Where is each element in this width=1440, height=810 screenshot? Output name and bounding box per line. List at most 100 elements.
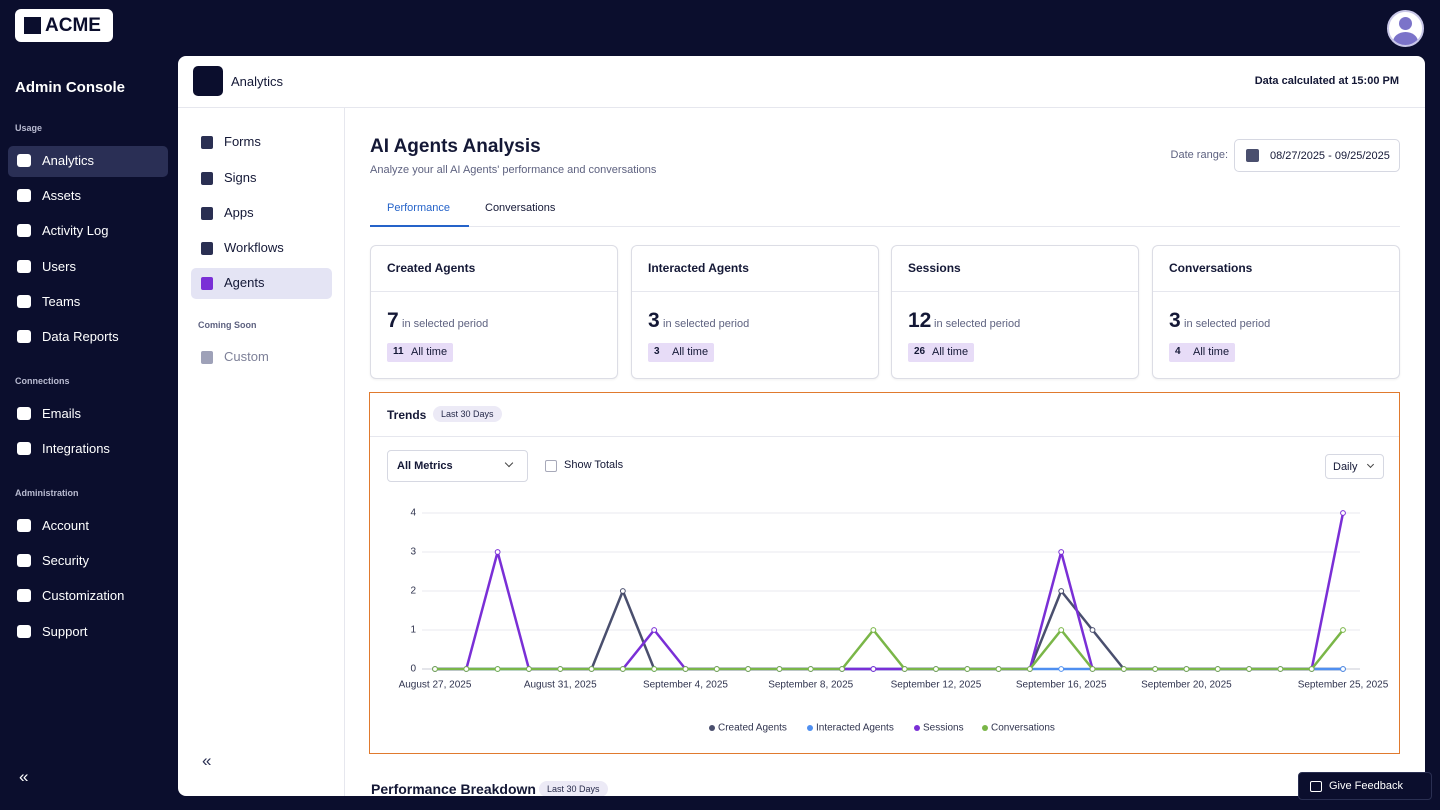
nav-icon	[17, 330, 31, 343]
nav-item[interactable]: Security	[42, 553, 89, 569]
page-title: AI Agents Analysis	[370, 136, 541, 157]
data-point	[1058, 666, 1065, 672]
trends-chart: 0 1 2 3 4 August 27, 2025 August 31, 2025 Septe…	[399, 508, 1389, 734]
nav-icon	[17, 259, 31, 273]
card-badge: All time	[648, 343, 715, 362]
metric-select-value: All Metrics	[397, 460, 453, 472]
legend-swatch	[982, 725, 988, 731]
data-point	[651, 666, 658, 672]
data-point	[619, 588, 626, 594]
subnav-item[interactable]: Workflows	[224, 240, 284, 255]
nav-item[interactable]: Assets	[42, 188, 82, 204]
data-point	[713, 666, 720, 672]
tabs-divider	[370, 226, 1400, 227]
data-point	[964, 666, 971, 672]
subnav-icon	[201, 207, 213, 220]
nav-item[interactable]: Users	[42, 258, 76, 274]
y-tick-label: 1	[410, 625, 416, 636]
date-range-input[interactable]: 08/27/2025 - 09/25/2025	[1234, 139, 1400, 172]
nav-icon	[17, 519, 31, 532]
card-badge: All time	[908, 343, 975, 362]
nav-item[interactable]: Emails	[42, 406, 82, 421]
nav-item[interactable]: Integrations	[42, 441, 110, 457]
nav-item[interactable]: Customization	[42, 588, 125, 604]
nav-item[interactable]: Analytics	[42, 153, 95, 168]
nav-item[interactable]: Teams	[42, 293, 81, 309]
legend-label: Sessions	[923, 723, 964, 734]
subnav-icon	[201, 277, 213, 290]
data-point	[1246, 666, 1252, 672]
subnav-item[interactable]: Signs	[224, 170, 257, 185]
x-tick-label: August 27, 2025	[399, 680, 472, 691]
feedback-button[interactable]: Give Feedback	[1298, 772, 1432, 800]
data-point	[745, 666, 752, 672]
nav-item[interactable]: Activity Log	[42, 223, 109, 239]
data-point	[526, 666, 532, 672]
nav-item[interactable]: Account	[42, 518, 89, 533]
data-point	[1340, 627, 1346, 633]
trends-panel: Trends Last 30 Days All Metrics Show Tot…	[369, 392, 1400, 754]
series-line	[435, 628, 1344, 671]
card-title: Created Agents	[387, 261, 476, 275]
chevron	[1366, 460, 1375, 469]
page-subtitle: Analyze your all AI Agents' performance …	[370, 164, 657, 176]
header-icon	[193, 66, 223, 96]
legend-swatch	[709, 725, 715, 731]
nav-icon	[17, 224, 31, 238]
data-point	[807, 666, 814, 672]
tab[interactable]: Performance	[387, 202, 450, 214]
card-value: 3	[648, 309, 660, 332]
card-period-label: in selected period	[1184, 318, 1271, 330]
sidebar-title: Admin Console	[15, 79, 126, 96]
avatar[interactable]	[1387, 10, 1424, 47]
brand-logo[interactable]: ACME	[15, 9, 113, 42]
data-point	[933, 666, 939, 672]
calendar-icon	[1246, 149, 1259, 162]
card-badge-value: 4	[1175, 346, 1181, 357]
card-value: 12	[908, 309, 932, 332]
nav-item[interactable]: Support	[42, 623, 88, 639]
subnav-icon	[201, 242, 213, 255]
y-tick-label: 4	[410, 508, 416, 519]
data-point	[1214, 666, 1221, 672]
subnav-collapse[interactable]: «	[202, 751, 212, 770]
sidebar-collapse[interactable]: «	[19, 767, 29, 786]
data-point	[682, 666, 689, 672]
subnav-item[interactable]: Custom	[224, 349, 269, 364]
data-point	[870, 666, 877, 672]
data-point	[901, 666, 908, 672]
x-tick-label: September 20, 2025	[1141, 680, 1232, 691]
subnav-icon	[201, 136, 213, 149]
subnav-item[interactable]: Agents	[224, 275, 265, 290]
nav-icon	[17, 442, 31, 456]
date-range: 08/27/2025 - 09/25/2025	[1270, 150, 1390, 162]
interval-select[interactable]: Daily	[1325, 454, 1384, 479]
card-badge: All time	[1169, 343, 1236, 362]
brand-name: ACME	[45, 15, 101, 36]
subnav-active-bg	[191, 268, 332, 299]
card-title: Sessions	[908, 261, 961, 275]
show-totals-checkbox[interactable]	[545, 460, 557, 472]
show-totals-label: Show Totals	[564, 459, 624, 471]
logo-mark	[24, 17, 41, 34]
subnav-icon	[201, 172, 213, 185]
metric-select[interactable]: All Metrics	[387, 450, 528, 482]
data-point	[1058, 588, 1065, 594]
data-point	[1089, 666, 1096, 672]
data-point	[1089, 627, 1096, 633]
tab[interactable]: Conversations	[485, 202, 556, 214]
chevron	[504, 458, 514, 468]
x-tick-label: September 8, 2025	[768, 680, 853, 691]
card-badge: All time	[387, 343, 454, 362]
trends-title: Trends	[387, 408, 427, 422]
panel-bottom-mask	[178, 796, 1425, 810]
subnav-item[interactable]: Forms	[224, 134, 261, 149]
nav-item[interactable]: Data Reports	[42, 329, 119, 344]
data-point	[776, 666, 783, 672]
date-range-label: Date range:	[1170, 149, 1228, 161]
data-point	[588, 666, 595, 672]
subnav-item[interactable]: Apps	[224, 205, 254, 220]
card-value: 7	[387, 309, 399, 332]
header-status: Data calculated at 15:00 PM	[1254, 75, 1399, 87]
x-tick-label: September 12, 2025	[891, 680, 982, 691]
